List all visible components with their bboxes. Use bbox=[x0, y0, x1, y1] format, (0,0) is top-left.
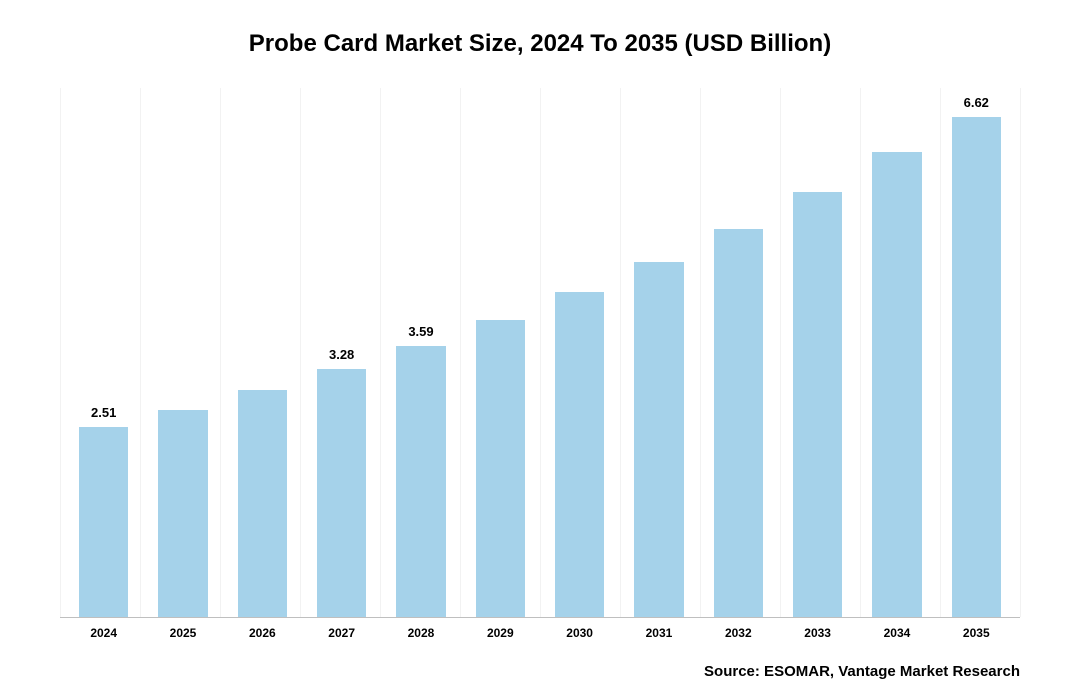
bar-slot bbox=[778, 88, 857, 617]
bar-value-label: 3.28 bbox=[329, 347, 354, 363]
bar bbox=[952, 117, 1001, 617]
chart-container: Probe Card Market Size, 2024 To 2035 (US… bbox=[60, 30, 1020, 665]
x-axis-label: 2035 bbox=[937, 626, 1016, 640]
bar-slot: 2.51 bbox=[64, 88, 143, 617]
bar bbox=[793, 192, 842, 617]
chart-title: Probe Card Market Size, 2024 To 2035 (US… bbox=[60, 30, 1020, 58]
bar bbox=[872, 152, 921, 617]
gridline-v bbox=[860, 88, 861, 617]
bar-value-label: 6.62 bbox=[964, 95, 989, 111]
bar-value-label: 3.59 bbox=[408, 324, 433, 340]
bar-slot: 3.28 bbox=[302, 88, 381, 617]
bar bbox=[555, 292, 604, 617]
gridline-v bbox=[60, 88, 61, 617]
x-axis-label: 2029 bbox=[461, 626, 540, 640]
bar bbox=[317, 369, 366, 617]
bar-slot: 3.59 bbox=[381, 88, 460, 617]
gridline-v bbox=[380, 88, 381, 617]
bar bbox=[158, 410, 207, 617]
bar bbox=[79, 427, 128, 617]
source-attribution: Source: ESOMAR, Vantage Market Research bbox=[704, 663, 1020, 680]
gridline-v bbox=[540, 88, 541, 617]
bar-slot bbox=[143, 88, 222, 617]
bar-slot bbox=[857, 88, 936, 617]
bar-slot bbox=[540, 88, 619, 617]
x-axis-label: 2030 bbox=[540, 626, 619, 640]
gridline-v bbox=[780, 88, 781, 617]
bar-slot: 6.62 bbox=[937, 88, 1016, 617]
x-axis-label: 2033 bbox=[778, 626, 857, 640]
gridline-v bbox=[620, 88, 621, 617]
bar bbox=[476, 320, 525, 617]
bar bbox=[634, 262, 683, 617]
x-axis-label: 2026 bbox=[223, 626, 302, 640]
x-axis-label: 2034 bbox=[857, 626, 936, 640]
x-axis-label: 2031 bbox=[619, 626, 698, 640]
bar-slot bbox=[699, 88, 778, 617]
gridline-v bbox=[140, 88, 141, 617]
x-axis-label: 2024 bbox=[64, 626, 143, 640]
gridline-v bbox=[220, 88, 221, 617]
gridline-v bbox=[940, 88, 941, 617]
gridline-v bbox=[300, 88, 301, 617]
gridline-v bbox=[700, 88, 701, 617]
gridline-v bbox=[1020, 88, 1021, 617]
plot-area: 2.51 3.28 3.59 6.62 bbox=[60, 88, 1020, 618]
x-axis-label: 2025 bbox=[143, 626, 222, 640]
bar bbox=[714, 229, 763, 617]
x-axis-label: 2032 bbox=[699, 626, 778, 640]
x-axis-label: 2028 bbox=[381, 626, 460, 640]
bar-slot bbox=[619, 88, 698, 617]
bar-slot bbox=[461, 88, 540, 617]
bar-slot bbox=[223, 88, 302, 617]
x-axis-label: 2027 bbox=[302, 626, 381, 640]
gridline-v bbox=[460, 88, 461, 617]
x-axis-labels: 2024202520262027202820292030203120322033… bbox=[60, 626, 1020, 640]
bar-value-label: 2.51 bbox=[91, 405, 116, 421]
bar bbox=[396, 346, 445, 617]
bar bbox=[238, 390, 287, 617]
